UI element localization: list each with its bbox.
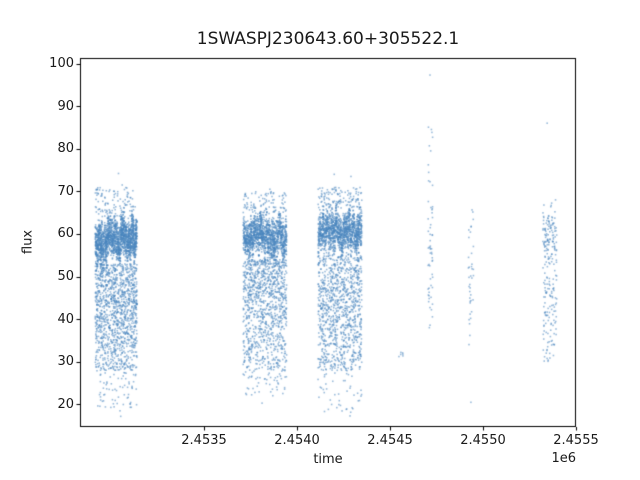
y-tick-label: 20 <box>57 396 74 412</box>
y-tick-label: 50 <box>57 269 74 285</box>
y-tick-label: 30 <box>57 354 74 370</box>
x-axis-offset: 1e6 <box>551 451 576 466</box>
x-tick-label: 2.4545 <box>367 433 413 448</box>
y-tick-label: 40 <box>57 311 74 327</box>
x-tick-label: 2.4550 <box>460 433 506 448</box>
x-tick-label: 2.4535 <box>181 433 227 448</box>
y-tick-label: 90 <box>57 98 74 114</box>
chart-title: 1SWASPJ230643.60+305522.1 <box>196 29 460 49</box>
y-tick-label: 60 <box>57 226 74 242</box>
y-tick-label: 80 <box>57 141 74 157</box>
x-axis-label: time <box>313 452 343 467</box>
y-tick-label: 70 <box>57 183 74 199</box>
x-tick-label: 2.4555 <box>553 433 599 448</box>
y-tick-label: 100 <box>49 56 74 72</box>
x-tick-label: 2.4540 <box>274 433 320 448</box>
